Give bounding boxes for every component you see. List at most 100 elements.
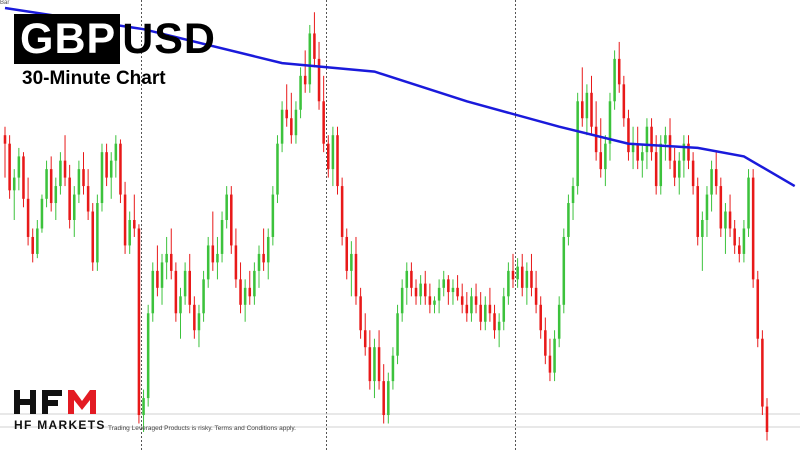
candle-body — [400, 287, 404, 314]
candle — [225, 186, 228, 229]
candle — [114, 135, 118, 178]
candle — [248, 270, 252, 305]
candle — [179, 287, 182, 339]
candle — [211, 211, 215, 271]
candle — [673, 147, 676, 187]
candle — [544, 317, 547, 365]
candle — [520, 253, 524, 297]
candle — [146, 304, 150, 407]
candle — [12, 169, 16, 220]
candle — [705, 186, 709, 237]
candle-body — [673, 160, 676, 178]
candle-body — [123, 194, 127, 246]
candle-body — [151, 270, 155, 314]
candle — [299, 67, 302, 119]
candle-body — [54, 186, 58, 204]
candle-body — [262, 253, 265, 263]
candle-body — [484, 304, 487, 322]
candle-body — [290, 118, 293, 136]
candle-body — [257, 253, 261, 271]
candle — [641, 143, 644, 178]
candle — [423, 270, 427, 305]
candle — [738, 236, 741, 263]
candle-body — [710, 169, 713, 195]
candle — [557, 296, 561, 348]
candle — [174, 262, 178, 322]
candle-body — [728, 211, 732, 229]
candle — [507, 262, 510, 305]
candle — [553, 330, 556, 382]
candle-body — [396, 313, 399, 356]
candle-body — [714, 169, 718, 187]
candle-body — [423, 283, 427, 297]
candle — [594, 101, 598, 161]
candle — [622, 75, 626, 127]
candle-body — [696, 186, 699, 237]
candle — [511, 253, 515, 288]
candle-body — [520, 266, 524, 288]
candles — [3, 12, 769, 441]
candle-body — [308, 33, 312, 85]
candle-body — [442, 279, 445, 288]
candle-body — [77, 169, 81, 195]
candle — [465, 292, 469, 322]
candle — [604, 135, 607, 187]
candle — [576, 92, 579, 195]
candle — [327, 135, 330, 178]
candle-body — [350, 253, 353, 271]
candle — [534, 270, 538, 314]
candle — [77, 160, 81, 204]
candle-body — [40, 198, 44, 229]
candle-body — [216, 253, 219, 263]
candle — [581, 67, 584, 127]
candle-body — [650, 126, 653, 153]
candle — [419, 275, 422, 305]
candle-body — [428, 296, 432, 305]
candle-body — [114, 143, 118, 161]
moving-average-line — [4, 6, 796, 188]
candle — [650, 118, 653, 161]
candle — [659, 135, 663, 195]
candle-body — [465, 304, 469, 314]
candle — [400, 279, 404, 322]
candle-body — [82, 169, 85, 187]
candle — [285, 84, 288, 127]
candle-body — [479, 304, 482, 322]
candle-body — [156, 270, 159, 288]
candle-body — [91, 211, 95, 263]
candle-body — [544, 330, 547, 356]
candle — [303, 50, 307, 93]
candle-body — [206, 245, 210, 280]
candle-body — [368, 347, 372, 382]
candle — [710, 160, 713, 212]
candle — [562, 228, 566, 314]
candle-body — [12, 177, 16, 191]
candle — [442, 270, 445, 297]
candle-body — [576, 101, 579, 187]
candle-body — [474, 296, 478, 305]
candle-body — [188, 270, 191, 305]
candle — [571, 177, 575, 220]
candle-body — [742, 228, 746, 254]
candle — [396, 304, 399, 365]
candle — [728, 194, 732, 237]
candle-body — [105, 152, 108, 178]
candle — [202, 270, 205, 322]
candle-body — [691, 160, 695, 187]
candle-body — [22, 156, 25, 199]
candle — [696, 177, 699, 246]
candle-body — [179, 296, 182, 314]
candle-body — [756, 279, 760, 339]
candle-body — [419, 283, 422, 297]
candle-body — [359, 296, 362, 331]
candle-body — [530, 270, 533, 288]
candle-body — [234, 245, 238, 280]
session-dividers — [141, 0, 516, 450]
candle-body — [31, 236, 34, 254]
candle — [631, 126, 635, 170]
candle — [322, 75, 325, 153]
candle — [253, 262, 256, 305]
candle — [257, 245, 261, 288]
candle — [188, 253, 191, 314]
candle — [548, 338, 552, 382]
